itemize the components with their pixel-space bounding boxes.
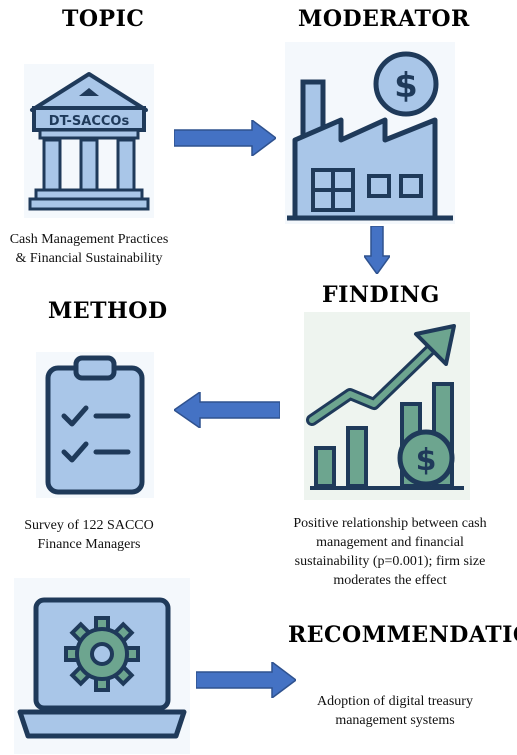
growth-chart-dollar-icon: $ bbox=[304, 312, 470, 500]
bank-building-icon: DT-SACCOs bbox=[24, 64, 154, 218]
svg-text:$: $ bbox=[416, 443, 437, 478]
laptop-gear-icon bbox=[14, 578, 190, 754]
arrow-left-icon bbox=[174, 392, 280, 428]
finding-caption-line2: management and financial bbox=[316, 535, 464, 550]
finding-caption: Positive relationship between cash manag… bbox=[268, 514, 512, 590]
topic-heading: TOPIC bbox=[62, 6, 145, 32]
arrow-right-icon bbox=[196, 662, 296, 698]
factory-dollar-icon: $ bbox=[285, 42, 455, 224]
method-heading: METHOD bbox=[48, 298, 168, 324]
moderator-heading: MODERATOR bbox=[298, 6, 470, 32]
arrow-down-icon bbox=[364, 226, 390, 274]
method-caption: Survey of 122 SACCO Finance Managers bbox=[0, 516, 178, 554]
topic-caption: Cash Management Practices & Financial Su… bbox=[0, 230, 178, 268]
arrow-right-icon bbox=[174, 120, 276, 156]
finding-heading: FINDING bbox=[322, 282, 440, 308]
topic-caption-line1: Cash Management Practices bbox=[9, 232, 169, 247]
svg-text:$: $ bbox=[394, 66, 418, 106]
bank-label: DT-SACCOs bbox=[49, 114, 130, 129]
recommendation-heading: RECOMMENDATION bbox=[288, 622, 517, 648]
recommendation-caption-line2: management systems bbox=[335, 713, 455, 728]
topic-caption-line2: & Financial Sustainability bbox=[15, 251, 163, 266]
method-caption-line1: Survey of 122 SACCO bbox=[24, 518, 154, 533]
finding-caption-line4: moderates the effect bbox=[333, 573, 447, 588]
finding-caption-line3: sustainability (p=0.001); firm size bbox=[294, 554, 486, 569]
clipboard-checklist-icon bbox=[36, 352, 154, 498]
finding-caption-line1: Positive relationship between cash bbox=[293, 516, 487, 531]
recommendation-caption-line1: Adoption of digital treasury bbox=[317, 694, 473, 709]
method-caption-line2: Finance Managers bbox=[37, 537, 141, 552]
recommendation-caption: Adoption of digital treasury management … bbox=[290, 692, 500, 730]
